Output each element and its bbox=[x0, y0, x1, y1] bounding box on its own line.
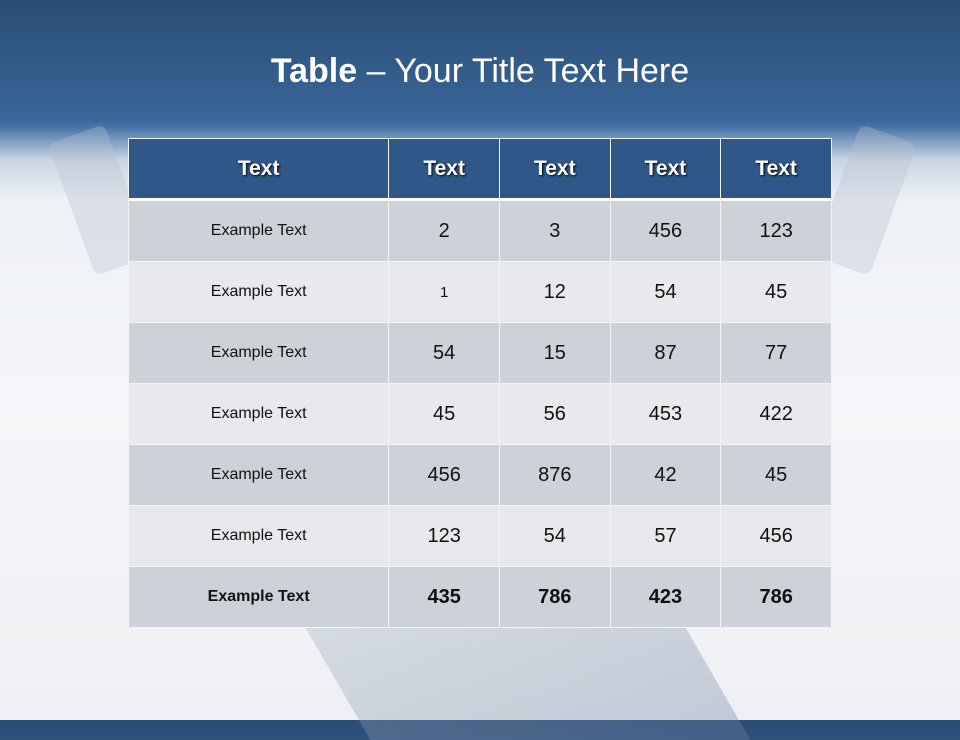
value-cell: 1 bbox=[388, 261, 500, 323]
table-row: Example Text 123 54 57 456 bbox=[127, 505, 832, 567]
value-cell: 435 bbox=[388, 566, 500, 628]
header-row: Text Text Text Text Text bbox=[127, 138, 832, 200]
value-cell: 42 bbox=[609, 444, 722, 506]
column-header: Text bbox=[388, 138, 500, 200]
table-row: Example Text 1 12 54 45 bbox=[127, 261, 832, 323]
data-table: Text Text Text Text Text Example Text 2 3 456 12… bbox=[127, 138, 832, 628]
table-row: Example Text 456 876 42 45 bbox=[127, 444, 832, 506]
value-cell: 45 bbox=[388, 383, 500, 445]
row-label-cell: Example Text bbox=[127, 444, 390, 506]
value-cell: 3 bbox=[498, 199, 611, 262]
value-cell: 423 bbox=[609, 566, 722, 628]
value-cell: 456 bbox=[609, 199, 722, 262]
column-header: Text bbox=[498, 138, 611, 200]
row-label-cell: Example Text bbox=[127, 505, 390, 567]
value-cell: 45 bbox=[720, 261, 832, 323]
value-cell: 87 bbox=[609, 322, 722, 384]
value-cell: 45 bbox=[720, 444, 832, 506]
value-cell: 57 bbox=[609, 505, 722, 567]
slide-title: Table – Your Title Text Here bbox=[0, 52, 960, 91]
title-bold: Table bbox=[270, 52, 358, 90]
value-cell: 422 bbox=[720, 383, 832, 445]
table-row: Example Text 2 3 456 123 bbox=[127, 199, 832, 262]
row-label-cell: Example Text bbox=[127, 566, 390, 628]
title-rest: – Your Title Text Here bbox=[357, 52, 690, 90]
table-row: Example Text 435 786 423 786 bbox=[127, 566, 832, 628]
row-label-cell: Example Text bbox=[127, 322, 390, 384]
value-cell: 15 bbox=[498, 322, 611, 384]
value-cell: 786 bbox=[498, 566, 611, 628]
value-cell: 56 bbox=[498, 383, 611, 445]
value-cell: 54 bbox=[388, 322, 500, 384]
value-cell: 456 bbox=[388, 444, 500, 506]
value-cell: 54 bbox=[609, 261, 722, 323]
table-row: Example Text 54 15 87 77 bbox=[127, 322, 832, 384]
column-header: Text bbox=[127, 138, 390, 200]
value-cell: 123 bbox=[388, 505, 500, 567]
column-header: Text bbox=[720, 138, 832, 200]
value-cell: 12 bbox=[498, 261, 611, 323]
value-cell: 453 bbox=[609, 383, 722, 445]
column-header: Text bbox=[609, 138, 722, 200]
row-label-cell: Example Text bbox=[127, 261, 390, 323]
table-row: Example Text 45 56 453 422 bbox=[127, 383, 832, 445]
value-cell: 54 bbox=[498, 505, 611, 567]
value-cell: 456 bbox=[720, 505, 832, 567]
row-label-cell: Example Text bbox=[127, 199, 390, 262]
value-cell: 2 bbox=[388, 199, 500, 262]
value-cell: 786 bbox=[720, 566, 832, 628]
value-cell: 123 bbox=[720, 199, 832, 262]
row-label-cell: Example Text bbox=[127, 383, 390, 445]
value-cell: 77 bbox=[720, 322, 832, 384]
value-cell: 876 bbox=[498, 444, 611, 506]
